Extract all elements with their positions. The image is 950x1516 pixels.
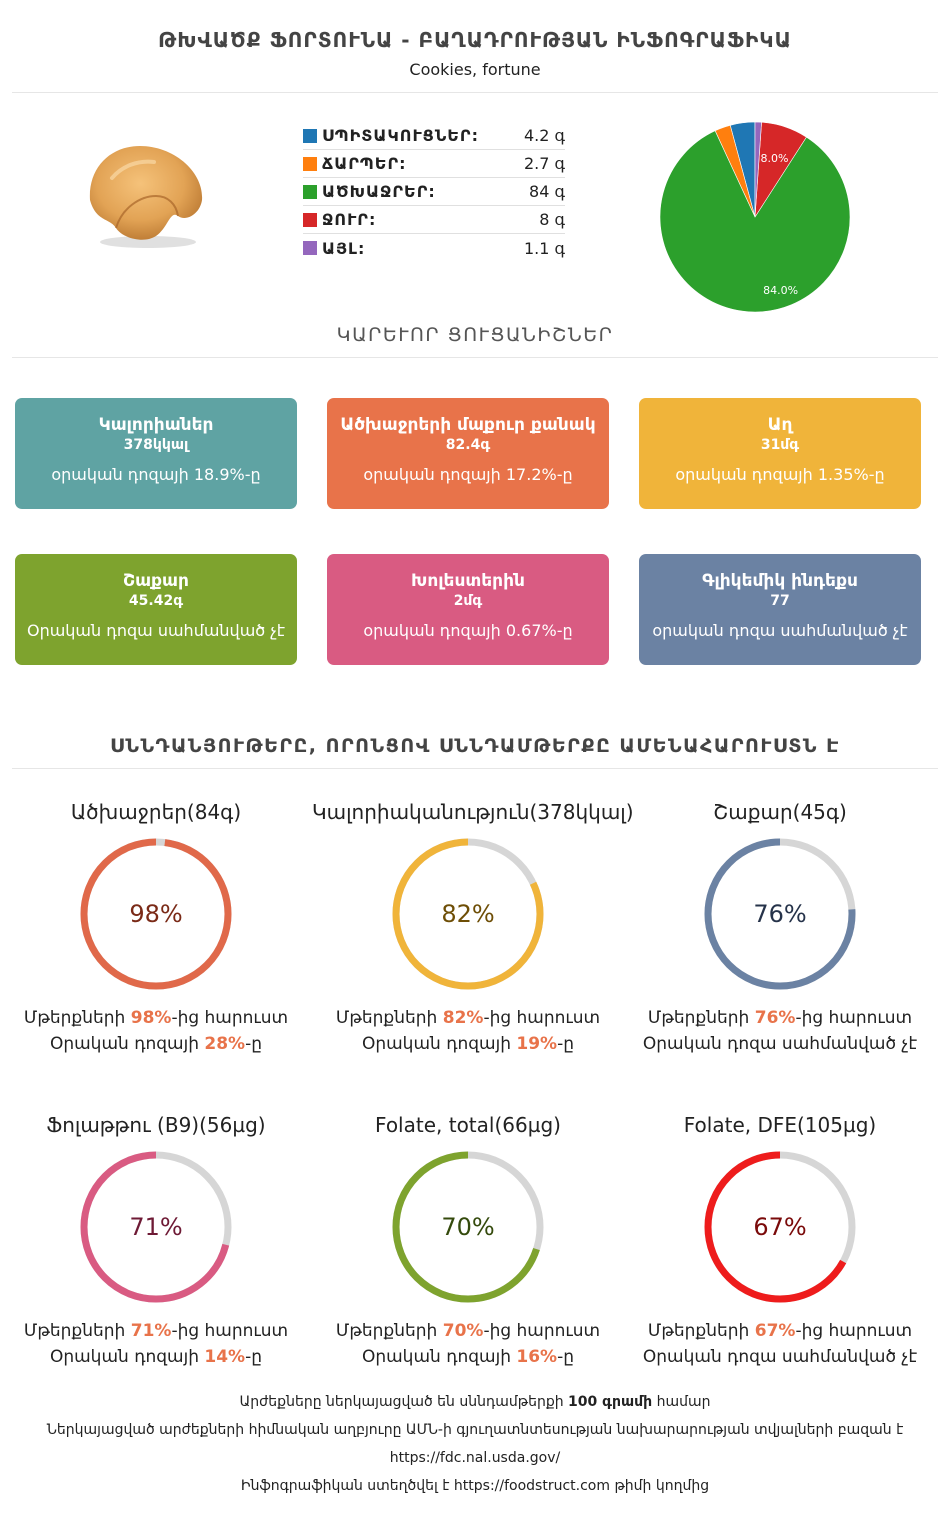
nutrient-folic-acid: Ֆոլաթթու (B9)(56µg) 71% Մթերքների 71%-ից… <box>0 1113 312 1367</box>
donut-chart: 67% <box>704 1151 856 1303</box>
page-subtitle: Cookies, fortune <box>409 60 541 79</box>
donut-percent: 71% <box>129 1213 182 1241</box>
rich-line: Մթերքների 67%-ից հարուստ <box>647 1321 913 1341</box>
donut-percent: 67% <box>753 1213 806 1241</box>
footer-source-link[interactable]: https://fdc.nal.usda.gov/ <box>389 1450 561 1466</box>
key-indicators-title: ԿԱՐԵՒՈՐ ՑՈՒՑԱՆԻՇՆԵՐ <box>336 324 614 346</box>
donut-chart: 82% <box>392 838 544 990</box>
divider <box>12 92 938 93</box>
donut-chart: 71% <box>80 1151 232 1303</box>
pie-label: 84.0% <box>763 284 798 297</box>
card-net-carbs: Ածխաջրերի մաքուր քանակ 82.4գ օրական դոզա… <box>327 398 609 509</box>
donut-chart: 70% <box>392 1151 544 1303</box>
rich-line: Մթերքների 70%-ից հարուստ <box>335 1321 601 1341</box>
daily-line: Օրական դոզա սահմանված չէ <box>642 1034 918 1054</box>
rich-nutrients-title: ՍՆՆԴԱՆՅՈՒԹԵՐԸ, ՈՐՈՆՑՈՎ ՍՆՆԴԱՄԹԵՐՔԸ ԱՄԵՆԱ… <box>110 735 840 757</box>
donut-percent: 98% <box>129 900 182 928</box>
nutrient-sugar: Շաքար(45գ) 76% Մթերքների 76%-ից հարուստ … <box>624 800 936 1054</box>
card-cholesterol: Խոլեստերին 2մգ օրական դոզայի 0.67%-ը <box>327 554 609 665</box>
donut-chart: 98% <box>80 838 232 990</box>
donut-arc <box>392 1151 544 1303</box>
rich-line: Մթերքների 82%-ից հարուստ <box>335 1008 601 1028</box>
donut-arc <box>80 1151 232 1303</box>
legend-row-fat: ՃԱՐՊԵՐ: 2.7 գ <box>303 150 565 178</box>
donut-arc <box>80 838 232 990</box>
footer-source: Ներկայացված արժեքների հիմնական աղբյուրը … <box>46 1422 904 1438</box>
nutrient-carbs: Ածխաջրեր(84գ) 98% Մթերքների 98%-ից հարու… <box>0 800 312 1054</box>
pie-slice-5 <box>754 121 762 218</box>
card-sugar: Շաքար 45.42գ Օրական դոզա սահմանված չէ <box>15 554 297 665</box>
donut-chart: 76% <box>704 838 856 990</box>
macros-legend: ՍՊԻՏԱԿՈՒՑՆԵՐ: 4.2 գ ՃԱՐՊԵՐ: 2.7 գ ԱԾԽԱՋՐ… <box>303 122 565 262</box>
nutrient-calories: Կալորիականություն(378կկալ) 82% Մթերքների… <box>312 800 634 1054</box>
legend-swatch <box>303 128 317 143</box>
pie-label: 8.0% <box>761 152 789 165</box>
donut-percent: 76% <box>753 900 806 928</box>
card-glycemic-index: Գլիկեմիկ ինդեքս 77 օրական դոզա սահմանված… <box>639 554 921 665</box>
donut-percent: 82% <box>441 900 494 928</box>
macros-pie-chart: 84.0% 8.0% <box>659 121 851 313</box>
legend-swatch <box>303 241 317 255</box>
rich-line: Մթերքների 98%-ից հարուստ <box>23 1008 289 1028</box>
daily-line: Օրական դոզայի 16%-ը <box>361 1347 575 1367</box>
donut-arc <box>704 838 856 990</box>
rich-line: Մթերքների 71%-ից հարուստ <box>23 1321 289 1341</box>
pie-slice-3 <box>659 130 851 313</box>
divider <box>12 768 938 769</box>
daily-line: Օրական դոզա սահմանված չէ <box>642 1347 918 1367</box>
legend-swatch <box>303 156 317 171</box>
card-calories: Կալորիաներ 378կկալ օրական դոզայի 18.9%-ը <box>15 398 297 509</box>
donut-percent: 70% <box>441 1213 494 1241</box>
legend-row-carbs: ԱԾԽԱՋՐԵՐ: 84 գ <box>303 178 565 206</box>
daily-line: Օրական դոզայի 14%-ը <box>49 1347 263 1367</box>
foodstruct-link[interactable]: https://foodstruct.com <box>453 1478 610 1494</box>
page-title: ԹԽՎԱԾՔ ՖՈՐՏՈՒՆԱ - ԲԱՂԱԴՐՈՒԹՅԱՆ ԻՆՖՈԳՐԱՖԻ… <box>158 28 792 52</box>
daily-line: Օրական դոզայի 19%-ը <box>361 1034 575 1054</box>
nutrient-folate-total: Folate, total(66µg) 70% Մթերքների 70%-ից… <box>312 1113 624 1367</box>
rich-line: Մթերքների 76%-ից հարուստ <box>647 1008 913 1028</box>
legend-row-water: ՋՈՒՐ: 8 գ <box>303 206 565 234</box>
fortune-cookie-image <box>89 146 203 248</box>
donut-arc <box>704 1151 856 1303</box>
legend-swatch <box>303 212 317 227</box>
nutrient-folate-dfe: Folate, DFE(105µg) 67% Մթերքների 67%-ից … <box>624 1113 936 1367</box>
donut-arc <box>392 838 544 990</box>
footer-note: Արժեքները ներկայացված են սննդամթերքի 100… <box>239 1394 711 1410</box>
legend-row-protein: ՍՊԻՏԱԿՈՒՑՆԵՐ: 4.2 գ <box>303 122 565 150</box>
legend-swatch <box>303 184 317 199</box>
divider <box>12 357 938 358</box>
card-salt: Աղ 31մգ օրական դոզայի 1.35%-ը <box>639 398 921 509</box>
daily-line: Օրական դոզայի 28%-ը <box>49 1034 263 1054</box>
footer-credits: Ինֆոգրաֆիկան ստեղծվել է https://foodstru… <box>240 1478 710 1494</box>
legend-row-other: ԱՅԼ: 1.1 գ <box>303 234 565 262</box>
